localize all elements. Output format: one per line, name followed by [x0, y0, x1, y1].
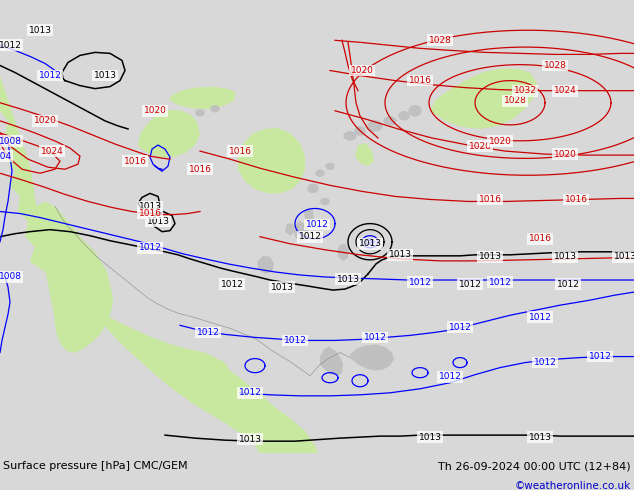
Polygon shape — [304, 207, 314, 223]
Text: 1012: 1012 — [0, 41, 22, 50]
Polygon shape — [138, 110, 200, 157]
Text: Surface pressure [hPa] CMC/GEM: Surface pressure [hPa] CMC/GEM — [3, 461, 188, 471]
Polygon shape — [384, 117, 396, 125]
Text: 1012: 1012 — [439, 372, 462, 381]
Polygon shape — [350, 344, 394, 370]
Polygon shape — [355, 143, 374, 166]
Text: 1012: 1012 — [529, 313, 552, 322]
Text: 1012: 1012 — [197, 328, 219, 337]
Text: 1016: 1016 — [564, 195, 588, 204]
Text: 1013: 1013 — [29, 25, 51, 35]
Text: 1013: 1013 — [479, 252, 501, 261]
Text: 1012: 1012 — [363, 333, 387, 342]
Polygon shape — [196, 110, 204, 116]
Text: 1013: 1013 — [238, 435, 261, 443]
Text: 1012: 1012 — [534, 358, 557, 367]
Polygon shape — [344, 132, 356, 140]
Text: 1024: 1024 — [41, 147, 63, 156]
Polygon shape — [368, 121, 382, 131]
Polygon shape — [238, 128, 305, 194]
Polygon shape — [355, 127, 365, 135]
Polygon shape — [0, 0, 318, 453]
Text: 1016: 1016 — [408, 76, 432, 85]
Text: 1012: 1012 — [557, 279, 579, 289]
Text: 1013: 1013 — [553, 252, 576, 261]
Text: 1013: 1013 — [146, 217, 169, 226]
Text: 1020: 1020 — [143, 106, 167, 115]
Text: 1020: 1020 — [489, 137, 512, 146]
Text: 1008: 1008 — [0, 137, 22, 146]
Text: 1013: 1013 — [138, 202, 162, 211]
Text: 1020: 1020 — [553, 149, 576, 159]
Polygon shape — [285, 223, 295, 236]
Text: 1012: 1012 — [408, 277, 432, 287]
Polygon shape — [35, 201, 113, 352]
Text: 1032: 1032 — [514, 86, 536, 95]
Polygon shape — [211, 106, 219, 112]
Text: 1012: 1012 — [489, 277, 512, 287]
Text: 1028: 1028 — [429, 36, 451, 45]
Text: 1020: 1020 — [351, 66, 373, 75]
Text: ©weatheronline.co.uk: ©weatheronline.co.uk — [515, 481, 631, 490]
Text: 1012: 1012 — [458, 279, 481, 289]
Text: 1012: 1012 — [306, 220, 328, 229]
Text: 1013: 1013 — [271, 283, 294, 292]
Text: 1012: 1012 — [39, 71, 61, 80]
Text: 1012: 1012 — [283, 336, 306, 345]
Text: 1016: 1016 — [188, 165, 212, 174]
Polygon shape — [308, 184, 318, 193]
Text: 1016: 1016 — [124, 157, 146, 166]
Text: 1012: 1012 — [238, 388, 261, 397]
Text: 1012: 1012 — [588, 352, 611, 361]
Text: 1020: 1020 — [34, 116, 56, 125]
Text: 1013: 1013 — [93, 71, 117, 80]
Text: 1024: 1024 — [553, 86, 576, 95]
Polygon shape — [257, 256, 274, 274]
Text: 1016: 1016 — [138, 209, 162, 218]
Text: 1013: 1013 — [358, 239, 382, 248]
Polygon shape — [337, 244, 349, 261]
Text: 1008: 1008 — [0, 272, 22, 281]
Text: 1016: 1016 — [479, 195, 501, 204]
Text: 1013: 1013 — [614, 252, 634, 261]
Polygon shape — [409, 106, 421, 116]
Text: 1020: 1020 — [469, 142, 491, 150]
Polygon shape — [326, 163, 334, 169]
Text: 1012: 1012 — [449, 323, 472, 332]
Text: 1012: 1012 — [221, 279, 243, 289]
Text: 1012: 1012 — [299, 232, 321, 241]
Text: 1012: 1012 — [139, 243, 162, 252]
Polygon shape — [316, 170, 324, 176]
Polygon shape — [320, 346, 343, 376]
Text: 1013: 1013 — [529, 433, 552, 441]
Polygon shape — [294, 220, 308, 242]
Polygon shape — [170, 87, 236, 109]
Text: 1016: 1016 — [529, 234, 552, 243]
Text: 1028: 1028 — [543, 61, 566, 70]
Text: 1028: 1028 — [503, 96, 526, 105]
Text: 1013: 1013 — [418, 433, 441, 441]
Polygon shape — [399, 112, 409, 120]
Text: 1016: 1016 — [228, 147, 252, 156]
Text: Th 26-09-2024 00:00 UTC (12+84): Th 26-09-2024 00:00 UTC (12+84) — [438, 461, 631, 471]
Text: 1013: 1013 — [389, 250, 411, 259]
Polygon shape — [430, 69, 537, 129]
Text: 1013: 1013 — [337, 274, 359, 284]
Text: 004: 004 — [0, 151, 11, 161]
Polygon shape — [321, 198, 329, 204]
